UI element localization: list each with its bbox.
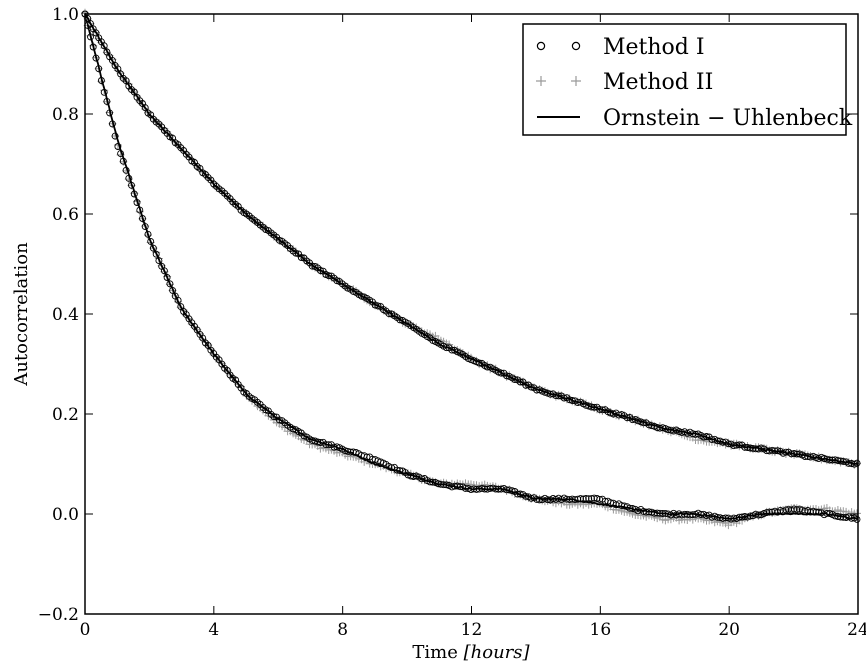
y-tick-label: 0.8 bbox=[52, 105, 79, 125]
ornstein-uhlenbeck-line-fast-decay bbox=[84, 14, 859, 521]
y-tick-label: 0.0 bbox=[52, 505, 79, 525]
x-axis-label-main: Time bbox=[412, 642, 463, 663]
x-axis-label: Time [hours] bbox=[412, 642, 530, 663]
series-layer bbox=[81, 8, 861, 530]
method-i-point bbox=[166, 280, 174, 288]
legend-marker-method-i-1 bbox=[536, 41, 546, 51]
legend-label-ornstein-uhlenbeck: Ornstein − Uhlenbeck bbox=[603, 106, 853, 131]
method-i-point bbox=[163, 274, 171, 281]
method-i-point bbox=[152, 250, 160, 258]
x-axis-label-unit: [hours] bbox=[464, 642, 531, 663]
y-tick-label: −0.2 bbox=[38, 605, 79, 625]
legend-entry-ornstein-uhlenbeck: Ornstein − Uhlenbeck bbox=[537, 106, 853, 131]
x-tick-label: 20 bbox=[718, 620, 740, 640]
legend-label-method-i: Method I bbox=[603, 35, 705, 60]
legend-entry-method-i: Method I bbox=[536, 35, 705, 60]
x-tick-label: 4 bbox=[208, 620, 219, 640]
method-i-point bbox=[790, 505, 798, 513]
x-tick-label: 16 bbox=[590, 620, 612, 640]
curve-fast-decay bbox=[81, 9, 861, 530]
method-i-point bbox=[160, 267, 168, 275]
x-tick-label: 12 bbox=[461, 620, 483, 640]
method-i-point bbox=[344, 447, 352, 455]
legend-label-method-ii: Method II bbox=[603, 70, 713, 95]
legend-marker-method-i-2 bbox=[571, 41, 581, 51]
method-i-point bbox=[130, 88, 138, 96]
method-i-point bbox=[122, 77, 130, 85]
method-i-point bbox=[292, 249, 300, 257]
y-tick-label: 0.4 bbox=[52, 305, 79, 325]
y-tick-label: 0.6 bbox=[52, 205, 79, 225]
method-i-markers-slow-decay bbox=[81, 10, 861, 468]
method-i-point bbox=[297, 254, 305, 261]
method-i-point bbox=[270, 413, 278, 421]
method-i-point bbox=[275, 416, 283, 424]
y-axis-label: Autocorrelation bbox=[11, 242, 32, 387]
method-i-point bbox=[100, 42, 108, 50]
method-i-point bbox=[147, 237, 155, 245]
method-i-point bbox=[149, 244, 157, 252]
ornstein-uhlenbeck-line-slow-decay bbox=[84, 12, 859, 465]
method-i-point bbox=[511, 376, 519, 383]
method-i-point bbox=[812, 508, 820, 516]
tick-labels-layer: 0 4 8 12 16 20 24 −0.2 0.0 0.2 0.4 0.6 0.8 1.0 bbox=[38, 5, 866, 640]
legend-marker-method-ii-2 bbox=[571, 76, 581, 86]
y-tick-label: 1.0 bbox=[52, 5, 79, 25]
x-tick-label: 0 bbox=[80, 620, 91, 640]
legend: Method I Method II Ornstein − Uhlenbeck bbox=[522, 23, 853, 136]
ticks-layer bbox=[84, 13, 859, 615]
y-tick-label: 0.2 bbox=[52, 405, 79, 425]
method-i-point bbox=[527, 383, 535, 391]
method-i-point bbox=[497, 369, 505, 377]
legend-entry-method-ii: Method II bbox=[536, 70, 713, 95]
curve-slow-decay bbox=[81, 8, 861, 469]
legend-marker-method-ii-1 bbox=[536, 76, 546, 86]
method-i-point bbox=[516, 378, 524, 386]
method-i-point bbox=[763, 509, 771, 517]
method-i-point bbox=[141, 104, 149, 112]
x-tick-label: 8 bbox=[337, 620, 348, 640]
x-tick-label: 24 bbox=[847, 620, 866, 640]
method-i-point bbox=[686, 511, 694, 519]
method-i-point bbox=[374, 302, 382, 310]
method-i-point bbox=[87, 20, 94, 28]
method-i-point bbox=[853, 515, 861, 523]
